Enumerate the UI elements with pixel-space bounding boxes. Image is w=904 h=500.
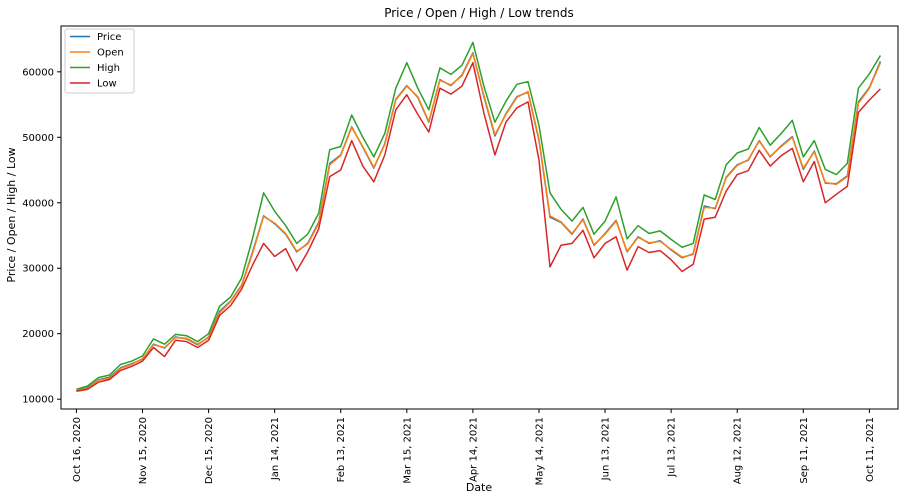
series-line-high	[76, 41, 882, 391]
x-axis-label: Date	[466, 481, 493, 494]
series-lines	[76, 41, 882, 393]
y-tick-label: 30000	[22, 264, 54, 275]
x-tick-label: Aug 12, 2021	[733, 417, 744, 484]
x-tick-label: Feb 13, 2021	[336, 417, 347, 482]
x-tick-label: Sep 11, 2021	[799, 417, 810, 484]
x-tick-label: Dec 15, 2020	[204, 417, 215, 484]
x-tick-label: Nov 15, 2020	[138, 417, 149, 484]
series-line-low	[76, 61, 881, 393]
x-tick-label: Mar 15, 2021	[402, 417, 413, 484]
legend-label-low: Low	[97, 79, 117, 90]
y-tick-label: 40000	[22, 198, 54, 209]
x-tick-label: Jan 14, 2021	[270, 417, 281, 481]
legend-box	[64, 28, 135, 94]
legend-label-high: High	[97, 63, 120, 74]
y-tick-label: 10000	[22, 395, 54, 406]
series-line-open	[76, 52, 882, 391]
x-tick-label: Apr 14, 2021	[468, 417, 479, 482]
x-axis: Oct 16, 2020 Nov 15, 2020 Dec 15, 2020 Jan …	[72, 409, 876, 485]
x-tick-label: Oct 16, 2020	[72, 417, 83, 482]
y-tick-label: 60000	[22, 67, 54, 78]
legend-label-price: Price	[97, 32, 121, 43]
y-axis-label: Price / Open / High / Low	[5, 147, 18, 282]
y-tick-label: 50000	[22, 133, 54, 144]
x-tick-label: Oct 11, 2021	[865, 417, 876, 482]
x-tick-label: Jul 13, 2021	[667, 417, 678, 478]
x-tick-label: May 14, 2021	[534, 417, 545, 485]
chart-title: Price / Open / High / Low trends	[384, 6, 574, 20]
plot-area	[60, 25, 899, 410]
y-tick-label: 20000	[22, 329, 54, 340]
legend-label-open: Open	[97, 48, 124, 59]
x-tick-label: Jun 13, 2021	[601, 417, 612, 481]
legend: Price Open High Low	[64, 28, 135, 94]
y-axis: 10000 20000 30000 40000 50000 60000	[22, 67, 61, 406]
